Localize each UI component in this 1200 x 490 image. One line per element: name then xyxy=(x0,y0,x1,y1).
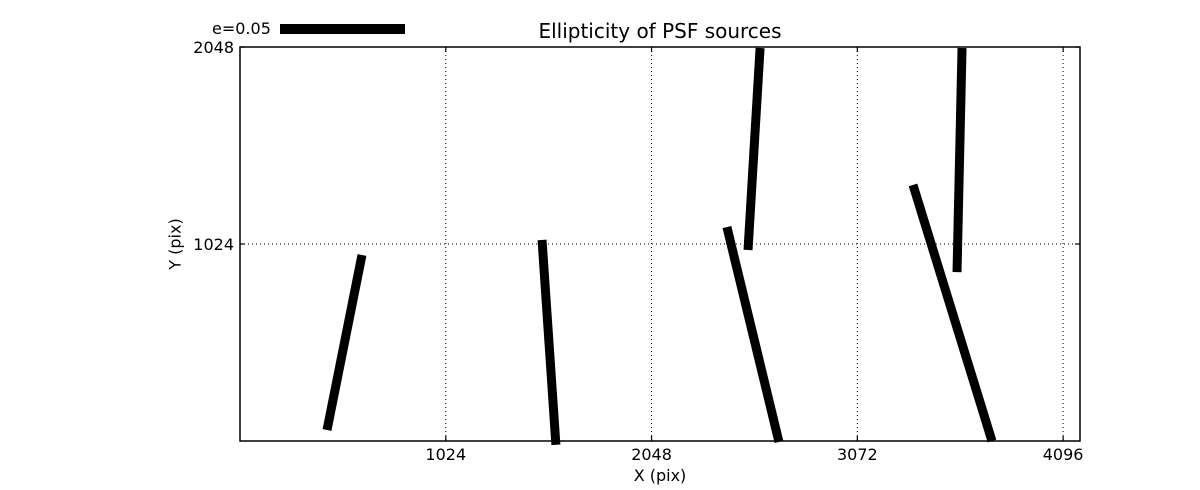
ellipticity-segment xyxy=(952,47,967,273)
ellipticity-segment xyxy=(722,226,784,444)
y-tick-label: 2048 xyxy=(193,37,234,57)
ellipticity-segment xyxy=(908,183,997,443)
y-tick-label: 1024 xyxy=(193,234,234,254)
legend: e=0.05 xyxy=(212,19,405,38)
legend-whisker-sample xyxy=(279,23,405,34)
ellipticity-segment xyxy=(322,254,367,431)
x-tick-label: 4096 xyxy=(1042,445,1084,464)
x-axis-label: X (pix) xyxy=(633,466,687,485)
ellipticity-segment xyxy=(537,239,561,446)
legend-label: e=0.05 xyxy=(212,19,271,38)
x-tick-label: 2048 xyxy=(631,445,672,464)
chart-title: Ellipticity of PSF sources xyxy=(538,19,782,43)
ellipticity-segment xyxy=(743,47,765,251)
x-tick-label: 1024 xyxy=(425,445,467,464)
x-tick-label: 3072 xyxy=(836,445,878,464)
